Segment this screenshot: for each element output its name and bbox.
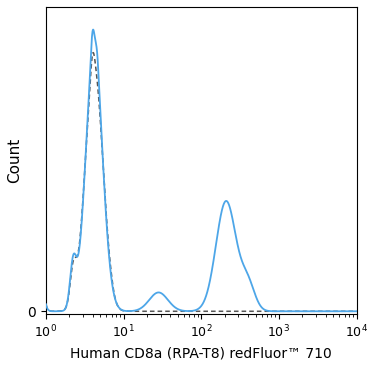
Y-axis label: Count: Count <box>7 138 22 183</box>
X-axis label: Human CD8a (RPA-T8) redFluor™ 710: Human CD8a (RPA-T8) redFluor™ 710 <box>70 346 332 360</box>
